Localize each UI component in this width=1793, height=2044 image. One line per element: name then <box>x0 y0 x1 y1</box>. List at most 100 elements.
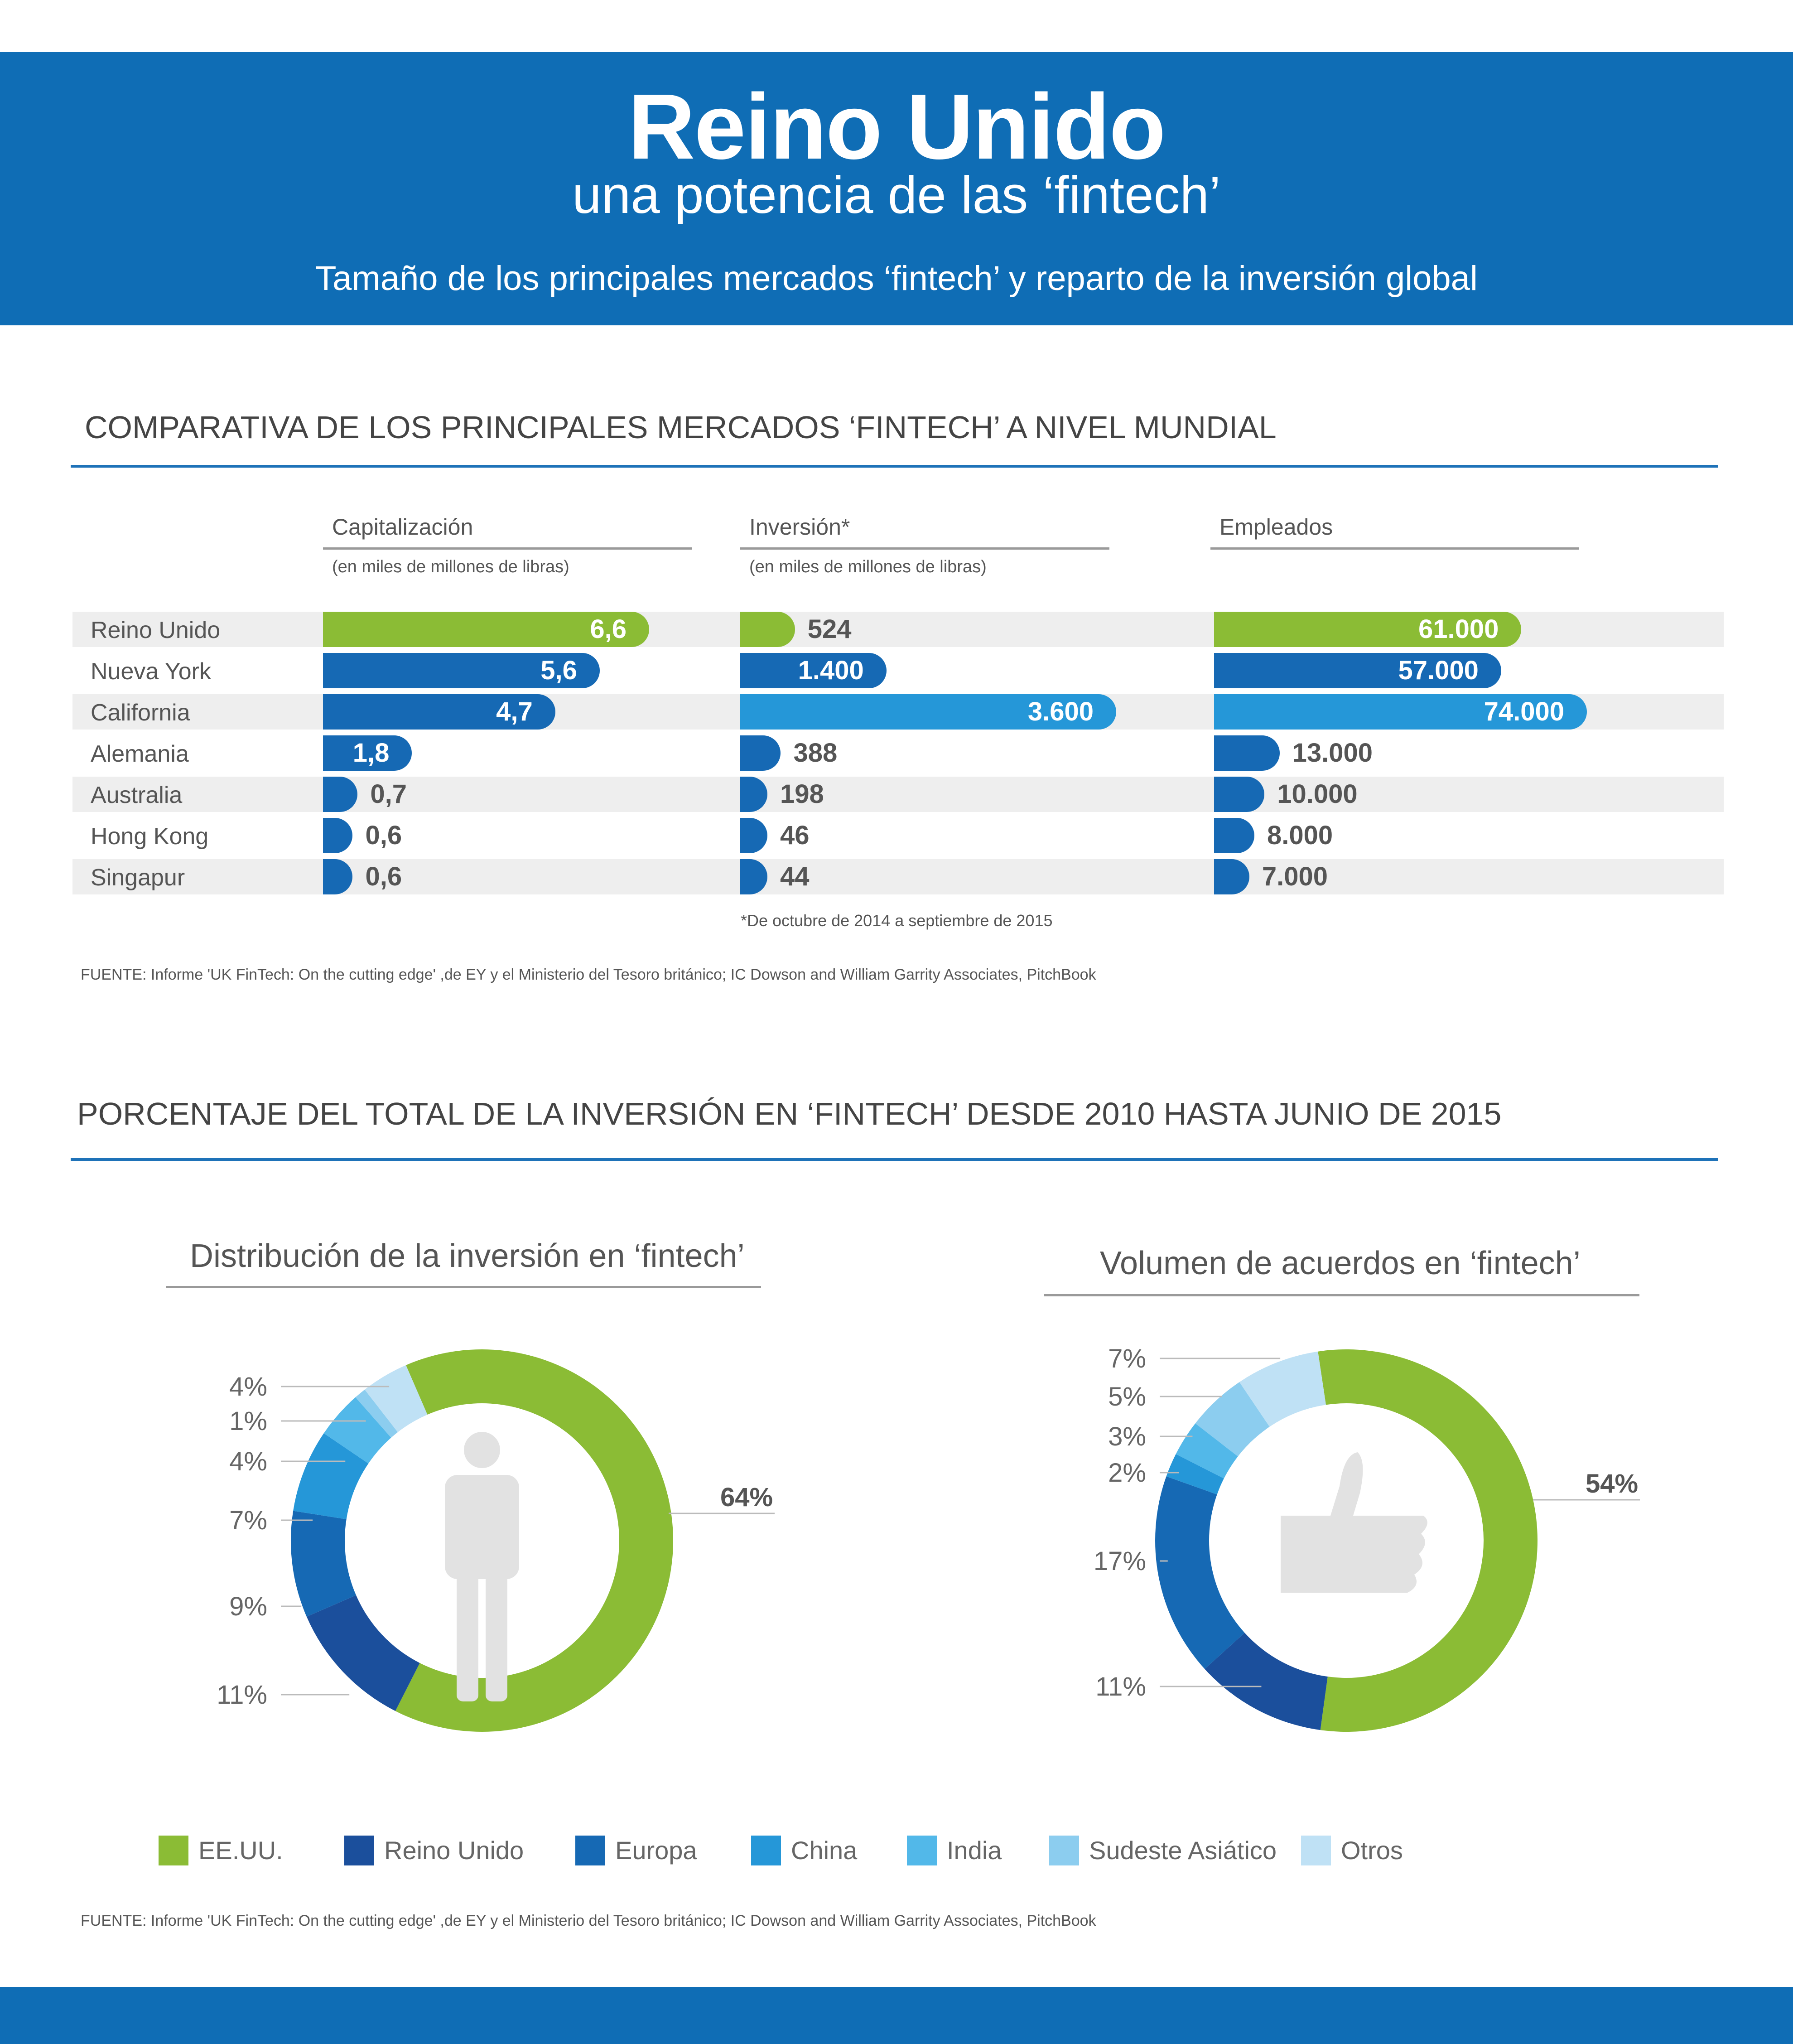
bar-value: 388 <box>793 738 838 768</box>
bar-value: 1,8 <box>352 738 390 768</box>
donut-title-rule <box>1044 1294 1639 1296</box>
percent-label: 5% <box>1108 1382 1146 1411</box>
bar-value: 8.000 <box>1267 821 1333 850</box>
donut-segment <box>1176 1423 1238 1479</box>
percent-label: 7% <box>229 1506 267 1535</box>
bar-value: 198 <box>780 779 824 809</box>
percent-label: 9% <box>229 1592 267 1621</box>
page-subtitle: una potencia de las ‘fintech’ <box>572 165 1221 224</box>
donut-segment <box>1239 1351 1326 1427</box>
legend-swatch <box>907 1836 937 1865</box>
donut-title-volumen: Volumen de acuerdos en ‘fintech’ <box>1100 1245 1581 1281</box>
person-icon-body <box>445 1475 519 1579</box>
bar <box>1214 653 1501 688</box>
bar <box>323 653 600 688</box>
bar-value: 61.000 <box>1418 614 1499 644</box>
bar-value: 4,7 <box>496 697 533 726</box>
bar <box>1214 859 1249 894</box>
donut-segment <box>323 1397 391 1464</box>
percent-label: 2% <box>1108 1458 1146 1488</box>
row-label: Australia <box>91 782 183 808</box>
bar-chart: Capitalización (en miles de millones de l… <box>0 0 1793 997</box>
column-header: Empleados <box>1219 514 1333 540</box>
row-label: Hong Kong <box>91 823 209 850</box>
bar-value: 524 <box>807 614 852 644</box>
bar <box>740 612 795 647</box>
donut-segment <box>395 1349 673 1732</box>
bar <box>1214 777 1265 812</box>
page-title: Reino Unido <box>628 75 1166 179</box>
donut-segment <box>1205 1633 1328 1730</box>
page-description: Tamaño de los principales mercados ‘fint… <box>315 259 1478 298</box>
row-label: Alemania <box>91 741 189 767</box>
bar <box>323 612 649 647</box>
column-rule <box>1210 547 1579 550</box>
column-rule <box>740 547 1109 550</box>
percent-label: 4% <box>229 1372 267 1401</box>
donut-segment <box>1318 1349 1538 1732</box>
donut-segment <box>306 1595 420 1711</box>
row-label: Singapur <box>91 865 185 891</box>
donut-segment <box>291 1511 357 1617</box>
header-banner <box>0 52 1793 325</box>
bar <box>1214 694 1587 730</box>
percent-label: 64% <box>720 1483 773 1512</box>
bar <box>323 859 353 894</box>
legend-label: EE.UU. <box>198 1836 283 1865</box>
bar-value: 44 <box>780 862 810 891</box>
bar <box>323 818 353 853</box>
column-header: Inversión* <box>749 514 850 540</box>
donut-segment <box>293 1433 369 1519</box>
bar <box>1214 735 1280 771</box>
column-unit: (en miles de millones de libras) <box>332 557 569 576</box>
bar <box>1214 818 1254 853</box>
bar-value: 57.000 <box>1398 656 1479 685</box>
column-header: Capitalización <box>332 514 473 540</box>
percent-label: 7% <box>1108 1344 1146 1373</box>
column-unit: (en miles de millones de libras) <box>749 557 987 576</box>
donut-segment <box>365 1365 428 1432</box>
donut-segment <box>355 1389 398 1438</box>
bar <box>740 735 781 771</box>
percent-label: 3% <box>1108 1422 1146 1451</box>
bar-value: 0,6 <box>365 862 402 891</box>
bar <box>740 653 887 688</box>
bar-value: 46 <box>780 821 810 850</box>
person-icon <box>464 1432 500 1468</box>
bar <box>323 735 412 771</box>
bar <box>323 777 358 812</box>
donut-segment <box>1195 1382 1270 1457</box>
person-icon-leg <box>486 1568 507 1701</box>
bar <box>740 694 1116 730</box>
percent-label: 1% <box>229 1406 267 1436</box>
bar-value: 13.000 <box>1292 738 1373 768</box>
legend-label: China <box>791 1836 858 1865</box>
legend-label: Otros <box>1341 1836 1403 1865</box>
bar-value: 0,7 <box>370 779 407 809</box>
percent-label: 4% <box>229 1447 267 1476</box>
legend-swatch <box>159 1836 188 1865</box>
donut-title-distribucion: Distribución de la inversión en ‘fintech… <box>190 1238 745 1274</box>
bar-value: 74.000 <box>1484 697 1564 726</box>
donut-segment <box>1155 1476 1245 1669</box>
bar <box>323 694 555 730</box>
section-title-porcentaje: PORCENTAJE DEL TOTAL DE LA INVERSIÓN EN … <box>77 1096 1502 1131</box>
row-label: Nueva York <box>91 658 211 685</box>
legend-swatch <box>1301 1836 1331 1865</box>
legend-swatch <box>575 1836 605 1865</box>
source-note: FUENTE: Informe 'UK FinTech: On the cutt… <box>81 966 1096 983</box>
bar <box>740 859 767 894</box>
row-label: California <box>91 700 190 726</box>
bar-value: 6,6 <box>590 614 627 644</box>
legend-swatch <box>751 1836 781 1865</box>
percent-label: 17% <box>1094 1546 1146 1576</box>
legend-label: Reino Unido <box>384 1836 524 1865</box>
bar-value: 5,6 <box>540 656 577 685</box>
section-rule <box>71 465 1718 468</box>
percent-label: 11% <box>1095 1672 1146 1701</box>
donut-segment <box>1166 1454 1224 1495</box>
bar-value: 0,6 <box>365 821 402 850</box>
column-rule <box>323 547 692 550</box>
